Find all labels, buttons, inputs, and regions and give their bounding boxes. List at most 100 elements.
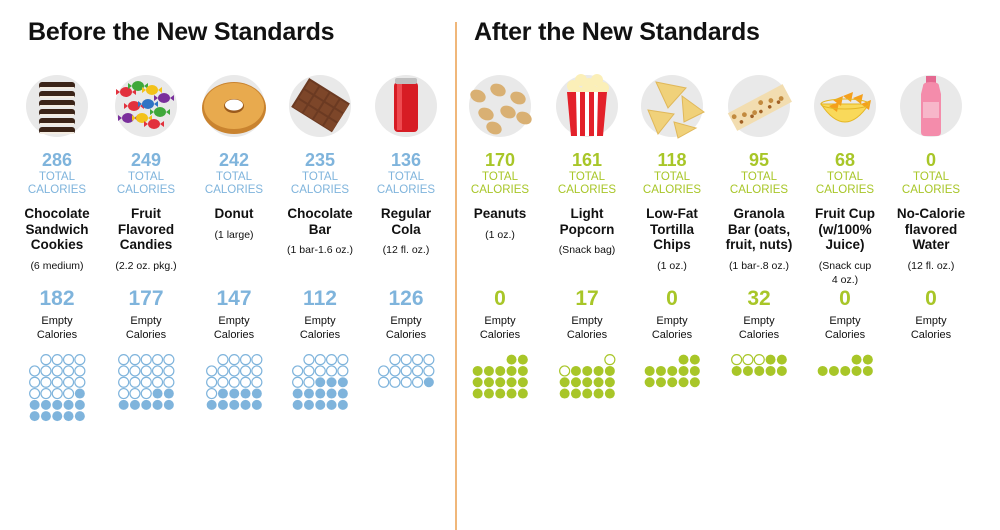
empty-calorie-dot <box>140 387 152 400</box>
empty-calorie-dot <box>73 365 86 377</box>
total-calories-label: TOTAL CALORIES <box>798 171 892 197</box>
nutrient-calorie-dot <box>667 377 677 388</box>
calorie-dot-grid <box>28 354 86 422</box>
empty-calorie-dot <box>400 365 412 377</box>
empty-calories-label: Empty Calories <box>540 314 634 342</box>
empty-calorie-dot <box>140 354 152 366</box>
nutrient-calorie-dot <box>337 388 348 399</box>
snack-name-line: Granola <box>733 206 785 221</box>
empty-calorie-dot <box>151 354 163 366</box>
snack-name-line: Low-Fat <box>646 206 698 221</box>
nutrient-calorie-dot <box>29 399 40 410</box>
empty-calories-label-line: Calories <box>738 329 780 341</box>
empty-calorie-dot <box>73 354 86 366</box>
snack-name-line: Popcorn <box>559 221 615 237</box>
nutrient-calorie-dot <box>517 388 528 399</box>
empty-calorie-dot <box>151 365 163 377</box>
empty-calorie-dot <box>558 365 571 377</box>
snack-name-line: Water <box>912 237 950 252</box>
empty-calories-value: 182 <box>39 287 75 310</box>
nutrient-calorie-dot <box>315 399 325 410</box>
snack-name: Fruit Flavored Candies <box>99 206 193 253</box>
total-calories-value: 136 <box>390 150 422 170</box>
nutrient-calorie-dot <box>337 399 348 410</box>
total-calories-label-line: TOTAL <box>482 171 518 183</box>
total-calories-label-line: TOTAL <box>302 171 338 183</box>
popcorn-icon <box>567 74 609 136</box>
calorie-dot-grid <box>205 354 263 410</box>
empty-calorie-dot <box>162 354 175 366</box>
serving-size-line: (1 bar-.8 oz.) <box>728 259 790 272</box>
nutrient-calorie-dot <box>303 388 314 399</box>
after-standards-title: After the New Standards <box>474 18 760 46</box>
empty-calorie-dot <box>40 354 52 366</box>
total-calories-label-line: CALORIES <box>901 184 961 196</box>
nutrient-calorie-dot <box>229 399 239 410</box>
calorie-dot-grid <box>817 354 873 376</box>
nutrient-calorie-dot <box>559 377 570 388</box>
nutrient-calorie-dot <box>689 377 700 388</box>
empty-calories-value: 126 <box>388 287 424 310</box>
empty-calorie-dot <box>250 376 263 388</box>
empty-calorie-dot <box>129 354 141 366</box>
total-calories-label: TOTAL CALORIES <box>884 171 978 197</box>
snack-column: 161 TOTAL CALORIES Light Popcorn (Snack bag) 1… <box>540 0 634 530</box>
nutrient-calorie-dot <box>776 365 787 376</box>
nutrient-calorie-dot <box>326 377 337 388</box>
snack-name-line: Flavored <box>117 221 175 237</box>
empty-calories-label-line: Calories <box>910 329 952 341</box>
nutrient-calorie-dot <box>472 388 483 399</box>
empty-calorie-dot <box>325 365 337 377</box>
empty-calories-label-line: Empty <box>41 315 73 327</box>
empty-calorie-dot <box>117 387 130 400</box>
empty-calories-label-line: Empty <box>218 315 250 327</box>
nutrient-calorie-dot <box>495 388 505 399</box>
empty-calorie-dot <box>117 365 130 377</box>
nutrient-calorie-dot <box>582 388 592 399</box>
empty-calorie-dot <box>117 376 130 388</box>
total-calories-label: TOTAL CALORIES <box>10 171 104 197</box>
snack-column: 118 TOTAL CALORIES Low-Fat Tortilla Chips (1 o… <box>625 0 719 530</box>
empty-calorie-dot <box>217 365 229 377</box>
nutrient-calorie-dot <box>828 365 839 376</box>
nutrient-calorie-dot <box>217 388 228 399</box>
nutrient-calorie-dot <box>74 411 85 422</box>
empty-calorie-dot <box>62 387 74 400</box>
empty-calories-label: Empty Calories <box>798 314 892 342</box>
granola-bar-icon <box>727 84 792 131</box>
nutrient-calorie-dot <box>240 388 251 399</box>
nutrient-calorie-dot <box>506 388 517 399</box>
empty-calorie-dot <box>336 365 349 377</box>
nutrient-calorie-dot <box>240 399 251 410</box>
snack-name: Chocolate Sandwich Cookies <box>10 206 104 253</box>
tortilla-chips-icon <box>647 81 705 139</box>
nutrient-calorie-dot <box>604 377 615 388</box>
empty-calories-label: Empty Calories <box>625 314 719 342</box>
nutrient-calorie-dot <box>29 411 40 422</box>
empty-calories-label-line: Calories <box>824 329 866 341</box>
serving-size: (1 oz.) <box>625 259 719 273</box>
empty-calorie-dot <box>73 376 86 388</box>
nutrient-calorie-dot <box>644 377 655 388</box>
total-calories-value: 235 <box>304 150 336 170</box>
nutrient-calorie-dot <box>593 365 604 376</box>
total-calories-label: TOTAL CALORIES <box>712 171 806 197</box>
empty-calorie-dot <box>162 365 175 377</box>
total-calories-value: 249 <box>130 150 162 170</box>
calorie-dot-grid <box>472 354 528 399</box>
empty-calories-label-line: Calories <box>385 329 427 341</box>
total-calories-label-line: TOTAL <box>569 171 605 183</box>
nutrient-calorie-dot <box>593 388 604 399</box>
snack-column: 249 TOTAL CALORIES Fruit Flavored Candies (2.2… <box>99 0 193 530</box>
nutrient-calorie-dot <box>517 354 528 365</box>
empty-calories-label-line: Calories <box>479 329 521 341</box>
empty-calorie-dot <box>411 365 423 377</box>
nutrient-calorie-dot <box>667 365 677 376</box>
empty-calories-value: 17 <box>575 287 599 310</box>
empty-calorie-dot <box>303 376 315 388</box>
empty-calorie-dot <box>389 376 401 388</box>
total-calories-label: TOTAL CALORIES <box>359 171 453 197</box>
fruit-cup-icon <box>820 92 871 123</box>
snack-name-line: flavored <box>904 221 958 237</box>
empty-calorie-dot <box>730 354 743 366</box>
